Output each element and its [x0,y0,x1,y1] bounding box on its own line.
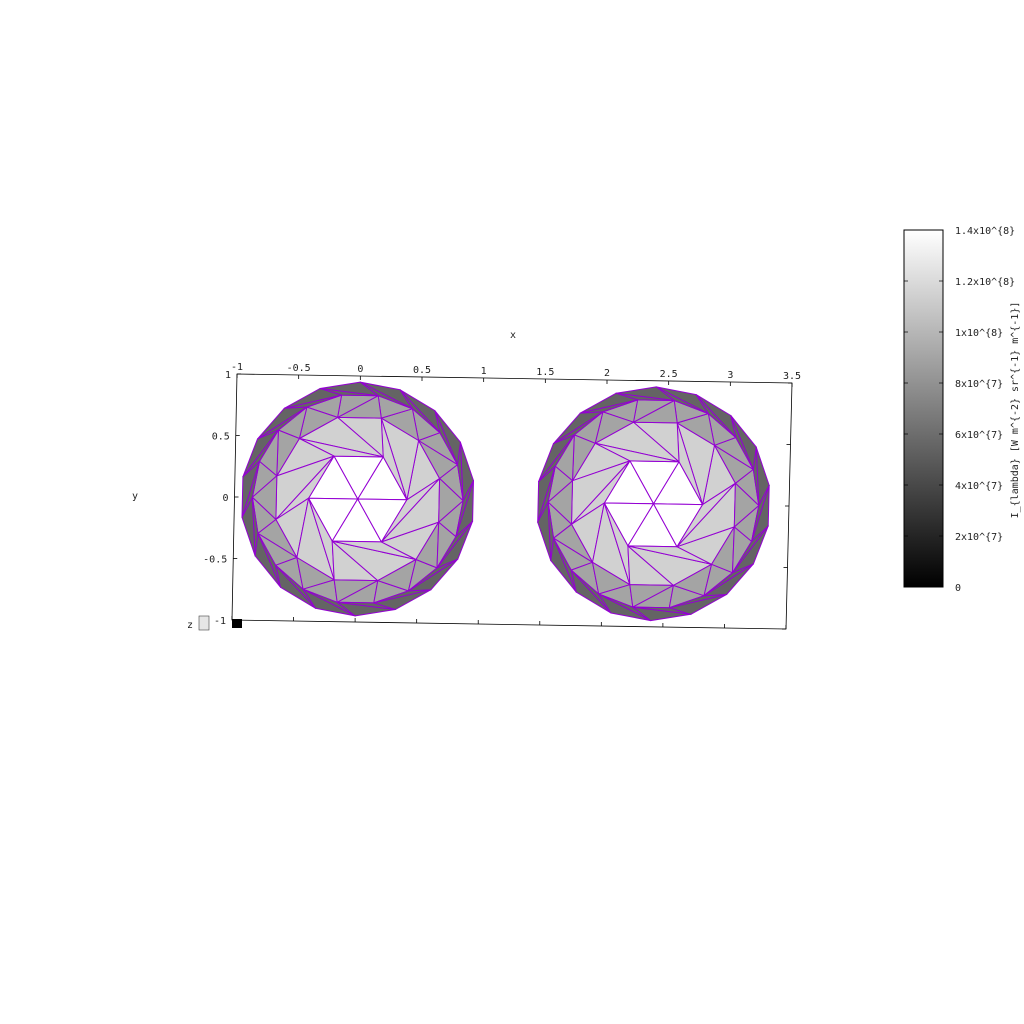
mesh-face [676,482,736,548]
x-tick-label: 0 [357,364,363,375]
sphere-1 [241,381,474,617]
colorbar-tick-label: 4x10^{7} [955,481,1003,492]
colorbar-tick-label: 0 [955,583,961,594]
y-tick-label: 0 [222,493,228,504]
y-tick-label: -0.5 [203,555,227,566]
x-tick-label: -1 [231,362,243,373]
mesh-face [455,480,474,538]
sphere-2 [537,386,770,622]
mesh-face [751,484,770,542]
colorbar: 0 2x10^{7} 4x10^{7} 6x10^{7} 8x10^{7} 1x10^{8… [903,226,1021,594]
x-tick-label: 2.5 [660,369,678,380]
y-axis-ticks: 1 0.5 0 -0.5 -1 [203,370,792,630]
x-tick-label: 3 [727,370,733,381]
x-axis-ticks: -1 -0.5 0 0.5 1 1.5 2 2.5 3 3.5 [231,362,801,629]
mesh-face [438,478,464,523]
sphere-meshes [241,381,770,622]
colorbar-label: I_{lambda} [W m^{-2} sr^{-1} m^{-1}] [1010,302,1021,519]
colorbar-tick-label: 1x10^{8} [955,328,1003,339]
x-tick-label: 3.5 [783,371,801,382]
x-tick-label: 0.5 [413,365,431,376]
colorbar-tick-label: 6x10^{7} [955,430,1003,441]
colorbar-tick-label: 1.4x10^{8} [955,226,1015,237]
y-tick-label: 1 [225,370,231,381]
z-axis-label: z [187,620,193,631]
y-axis-label: y [132,491,138,502]
mesh-face [733,482,760,528]
z-axis-stub [198,615,242,631]
colorbar-tick-label: 8x10^{7} [955,379,1003,390]
colorbar-tick-label: 2x10^{7} [955,532,1003,543]
x-tick-label: 2 [604,368,610,379]
x-tick-label: 1 [481,366,487,377]
colorbar-tick-label: 1.2x10^{8} [955,277,1015,288]
y-tick-label: -1 [214,616,226,627]
x-tick-label: 1.5 [536,367,554,378]
x-axis-label: x [510,330,516,341]
x-tick-label: -0.5 [287,363,311,374]
y-tick-label: 0.5 [212,432,230,443]
colorbar-gradient [903,229,944,588]
mesh-face [380,478,441,543]
colorbar-ticks: 0 2x10^{7} 4x10^{7} 6x10^{7} 8x10^{7} 1x10^{8… [904,226,1015,594]
